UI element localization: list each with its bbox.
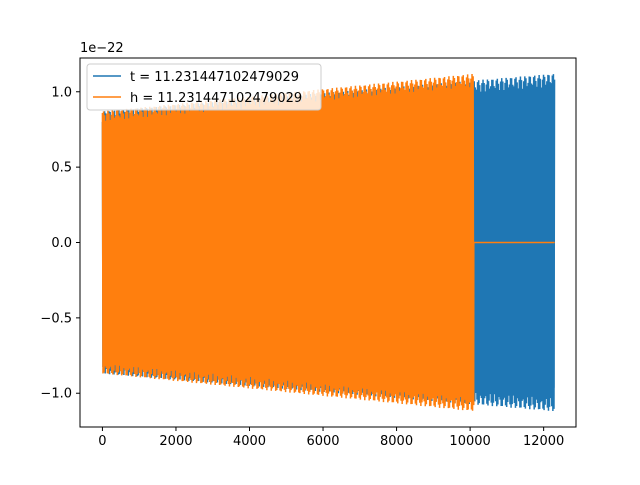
legend-label-h: h = 11.231447102479029 (130, 91, 302, 106)
y-axis: −1.0 −0.5 0.0 0.5 1.0 (40, 85, 80, 402)
x-tick-label: 0 (98, 434, 106, 449)
y-tick-label: 1.0 (51, 85, 72, 100)
x-axis: 0 2000 4000 6000 8000 10000 12000 (98, 427, 564, 449)
legend-label-t: t = 11.231447102479029 (130, 70, 299, 85)
x-tick-label: 12000 (523, 434, 564, 449)
legend: t = 11.231447102479029 h = 11.2314471024… (86, 63, 322, 111)
y-tick-label: 0.0 (51, 236, 72, 251)
y-tick-label: −0.5 (40, 311, 72, 326)
legend-box (86, 63, 322, 111)
y-offset-text: 1e−22 (80, 41, 124, 56)
y-tick-label: −1.0 (40, 387, 72, 402)
x-tick-label: 2000 (159, 434, 192, 449)
x-tick-label: 8000 (380, 434, 413, 449)
x-tick-label: 10000 (449, 434, 490, 449)
series-line-h (101, 73, 555, 411)
x-tick-label: 4000 (233, 434, 266, 449)
x-tick-label: 6000 (306, 434, 339, 449)
y-tick-label: 0.5 (51, 161, 72, 176)
series-layer (101, 73, 556, 412)
